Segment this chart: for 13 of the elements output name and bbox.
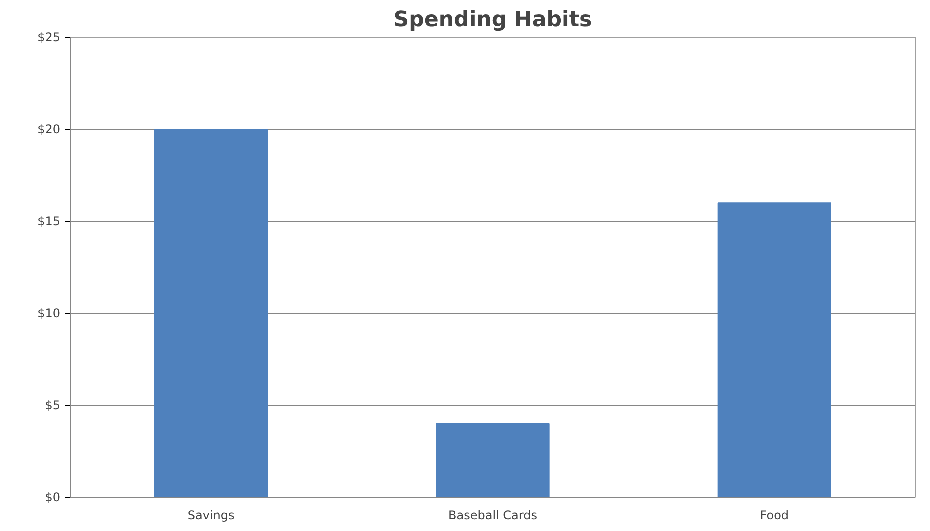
bar [436, 423, 550, 498]
x-tick-label: Baseball Cards [448, 508, 538, 522]
y-tick-label: $20 [38, 122, 60, 136]
y-tick-label: $5 [45, 398, 61, 412]
bar [718, 202, 832, 498]
y-tick-label: $15 [38, 214, 60, 228]
x-tick-label: Savings [188, 508, 235, 522]
y-tick-label: $25 [38, 30, 60, 44]
y-tick-label: $0 [45, 490, 61, 504]
y-tick-label: $10 [38, 306, 60, 320]
x-tick-label: Food [760, 508, 790, 522]
bar [154, 129, 268, 498]
chart-title: Spending Habits [394, 8, 592, 32]
